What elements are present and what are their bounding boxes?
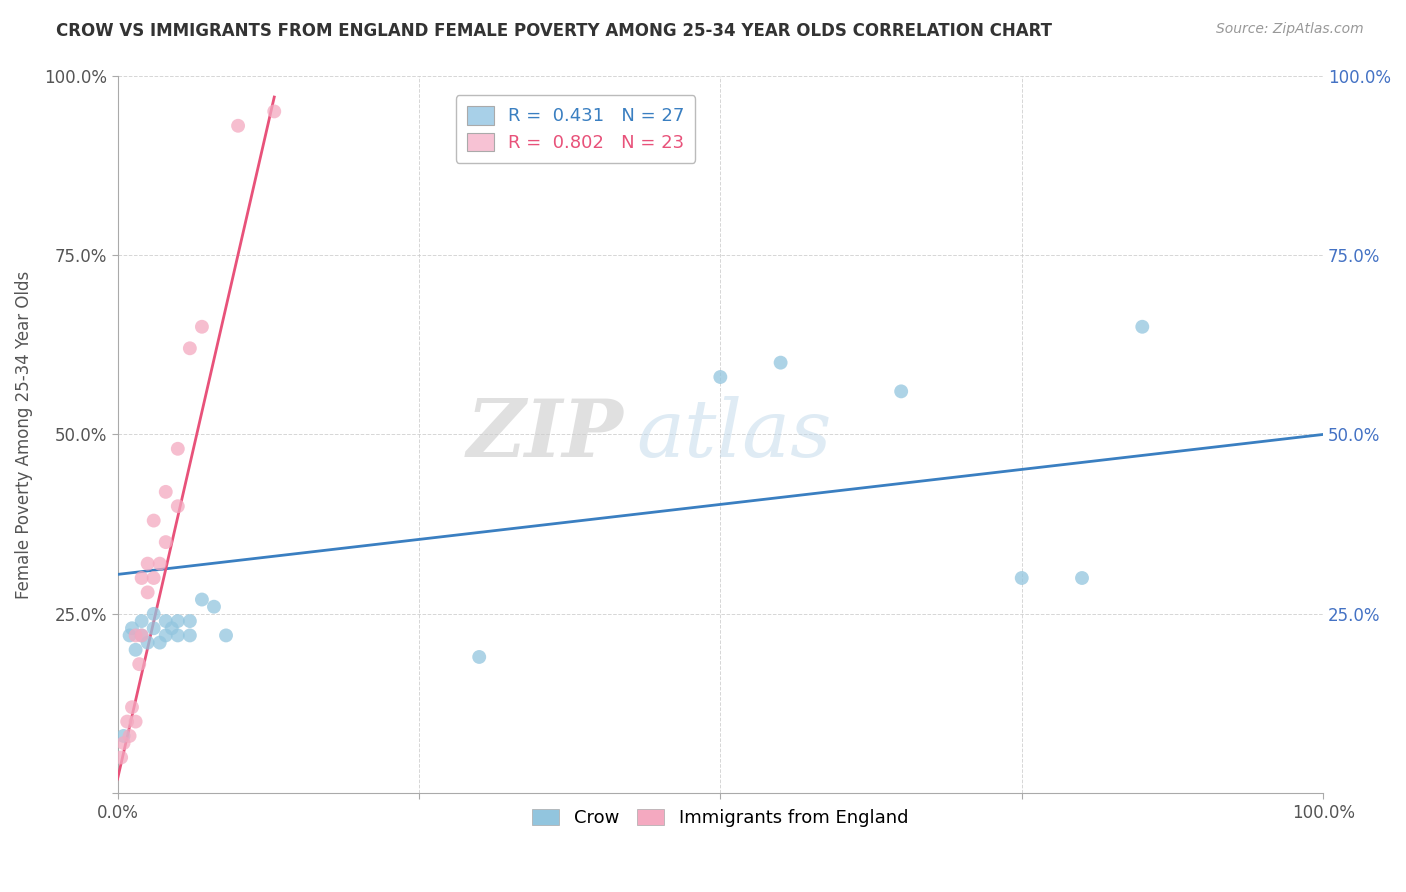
Point	[226, 119, 249, 133]
Legend: Crow, Immigrants from England: Crow, Immigrants from England	[524, 802, 915, 835]
Point	[215, 628, 238, 642]
Text: CROW VS IMMIGRANTS FROM ENGLAND FEMALE POVERTY AMONG 25-34 YEAR OLDS CORRELATION: CROW VS IMMIGRANTS FROM ENGLAND FEMALE P…	[56, 22, 1052, 40]
Point	[142, 621, 165, 635]
Point	[112, 736, 135, 750]
Point	[166, 614, 188, 628]
Point	[769, 356, 792, 370]
Point	[179, 628, 201, 642]
Y-axis label: Female Poverty Among 25-34 Year Olds: Female Poverty Among 25-34 Year Olds	[15, 270, 32, 599]
Point	[155, 535, 177, 549]
Point	[124, 628, 146, 642]
Point	[1011, 571, 1033, 585]
Point	[149, 635, 172, 649]
Point	[179, 614, 201, 628]
Text: atlas: atlas	[636, 396, 831, 473]
Point	[191, 592, 214, 607]
Point	[263, 104, 285, 119]
Point	[142, 607, 165, 621]
Point	[709, 370, 731, 384]
Point	[131, 628, 153, 642]
Point	[179, 341, 201, 355]
Point	[131, 571, 153, 585]
Point	[131, 614, 153, 628]
Point	[160, 621, 183, 635]
Point	[166, 442, 188, 456]
Point	[191, 319, 214, 334]
Point	[121, 621, 143, 635]
Point	[136, 635, 159, 649]
Point	[124, 642, 146, 657]
Point	[166, 628, 188, 642]
Point	[468, 650, 491, 665]
Point	[1071, 571, 1094, 585]
Point	[166, 500, 188, 514]
Point	[136, 557, 159, 571]
Point	[1130, 319, 1153, 334]
Point	[112, 729, 135, 743]
Point	[149, 557, 172, 571]
Point	[155, 628, 177, 642]
Point	[142, 571, 165, 585]
Point	[202, 599, 225, 614]
Point	[110, 750, 132, 764]
Point	[155, 614, 177, 628]
Point	[118, 628, 141, 642]
Point	[115, 714, 138, 729]
Point	[890, 384, 912, 399]
Text: ZIP: ZIP	[467, 396, 624, 473]
Point	[118, 729, 141, 743]
Point	[121, 700, 143, 714]
Point	[131, 628, 153, 642]
Point	[142, 514, 165, 528]
Point	[136, 585, 159, 599]
Text: Source: ZipAtlas.com: Source: ZipAtlas.com	[1216, 22, 1364, 37]
Point	[128, 657, 150, 672]
Point	[124, 714, 146, 729]
Point	[155, 484, 177, 499]
